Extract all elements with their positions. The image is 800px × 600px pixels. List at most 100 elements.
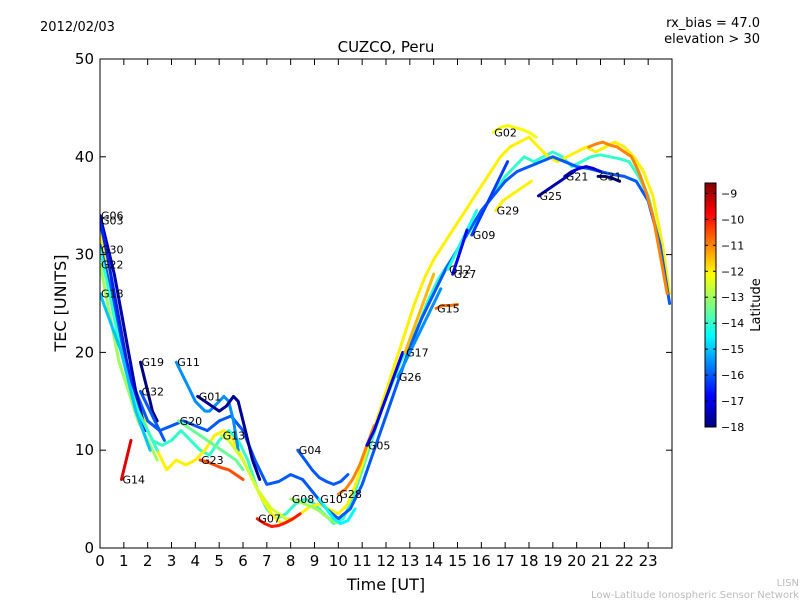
sat-label-g17: G17 [406, 346, 429, 359]
footer-network: Low-Latitude Ionospheric Sensor Network [591, 590, 799, 600]
tec-envelope-trace-3 [100, 155, 672, 521]
sat-label-g30: G30 [101, 244, 124, 257]
y-tick-label-5: 50 [75, 50, 94, 68]
sat-label-g04: G04 [299, 444, 322, 457]
x-tick-label-15: 15 [448, 552, 467, 570]
sat-label-g26: G26 [399, 371, 422, 384]
tec-trace-g06 [100, 214, 145, 423]
tec-trace-g10 [317, 497, 357, 525]
tec-trace-g31 [596, 174, 622, 183]
sat-label-g23: G23 [201, 454, 224, 467]
tec-trace-g32 [139, 390, 166, 442]
y-tick-label-4: 40 [75, 148, 94, 166]
tec-trace-g26 [396, 287, 443, 379]
date-label: 2012/02/03 [40, 20, 115, 35]
x-tick-label-16: 16 [472, 552, 491, 570]
x-tick-label-13: 13 [400, 552, 419, 570]
sat-label-g12: G12 [449, 263, 472, 276]
plot-frame [99, 58, 673, 549]
x-tick-label-10: 10 [329, 552, 348, 570]
colorbar-ticks: −9 −10 −11 −12 −13 −14 −15 −16 −17 −18 [705, 187, 744, 434]
colorbar-tick-label-5: −14 [721, 317, 744, 330]
x-tick-label-21: 21 [591, 552, 610, 570]
sat-label-g19: G19 [142, 356, 165, 369]
sat-label-g31: G31 [599, 170, 622, 183]
rx-bias-label: rx_bias = 47.0 [666, 16, 760, 31]
x-tick-label-14: 14 [424, 552, 443, 570]
elevation-label: elevation > 30 [664, 32, 760, 47]
tec-trace-g21 [563, 165, 602, 178]
tec-trace-g02 [491, 124, 538, 139]
x-tick-label-23: 23 [639, 552, 658, 570]
tec-trace-g04 [296, 448, 350, 486]
sat-label-g20: G20 [180, 415, 203, 428]
y-axis-label: TEC [UNITS] [51, 255, 70, 353]
tec-envelope-trace-2 [100, 135, 672, 525]
sat-label-g06: G06 [101, 210, 124, 223]
sat-label-g11: G11 [177, 356, 200, 369]
x-axis-label: Time [UT] [346, 575, 425, 594]
sat-label-g10: G10 [320, 493, 343, 506]
tec-trace-g19 [139, 360, 159, 423]
y-tick-label-0: 0 [84, 539, 94, 557]
colorbar-tick-label-3: −12 [721, 265, 744, 278]
sat-label-g27: G27 [454, 268, 477, 281]
colorbar-tick-label-6: −15 [721, 343, 744, 356]
x-tick-label-22: 22 [615, 552, 634, 570]
x-tick-label-2: 2 [143, 552, 153, 570]
y-tick-label-1: 10 [75, 441, 94, 459]
tec-trace-g13 [220, 434, 295, 521]
tec-trace-g05 [365, 350, 405, 447]
sat-label-g29: G29 [497, 205, 520, 218]
sat-label-g02: G02 [494, 126, 517, 139]
sat-label-g21: G21 [566, 170, 589, 183]
tec-trace-g08 [289, 497, 343, 525]
sat-label-g03: G03 [101, 214, 124, 227]
tec-trace-g09 [470, 160, 510, 237]
x-tick-label-20: 20 [567, 552, 586, 570]
colorbar-tick-label-8: −17 [721, 395, 744, 408]
tec-trace-g11 [174, 360, 240, 452]
tec-trace-g23 [198, 458, 245, 481]
x-tick-label-19: 19 [543, 552, 562, 570]
colorbar-tick-label-2: −11 [721, 239, 744, 252]
x-tick-label-4: 4 [191, 552, 201, 570]
sat-label-g09: G09 [473, 229, 496, 242]
x-tick-label-12: 12 [376, 552, 395, 570]
sat-label-g05: G05 [368, 439, 391, 452]
x-tick-label-3: 3 [167, 552, 177, 570]
tec-trace-g07 [255, 512, 302, 528]
tec-trace-g17 [403, 272, 436, 354]
x-tick-label-9: 9 [310, 552, 320, 570]
sat-label-g07: G07 [258, 513, 281, 526]
sat-label-g18: G18 [101, 288, 124, 301]
sat-label-g28: G28 [339, 488, 362, 501]
x-tick-label-1: 1 [119, 552, 129, 570]
tec-envelope-trace-4 [587, 140, 669, 296]
axes-layer: 0 1 2 3 4 5 6 7 8 9 10 11 12 13 14 15 16 17 18 19 20 21 22 2301… [75, 50, 672, 570]
tec-trace-g18 [100, 292, 152, 452]
tec-trace-g27 [451, 228, 469, 276]
tec-trace-g29 [494, 179, 533, 213]
tec-trace-g14 [120, 438, 133, 481]
sat-label-g15: G15 [437, 302, 460, 315]
sat-label-g22: G22 [101, 258, 124, 271]
colorbar-tick-label-4: −13 [721, 291, 744, 304]
x-tick-label-11: 11 [353, 552, 372, 570]
colorbar-label: Latitude [749, 278, 764, 332]
sat-label-g01: G01 [199, 390, 222, 403]
data-layer [100, 124, 672, 528]
x-tick-label-0: 0 [95, 552, 105, 570]
sat-label-g32: G32 [142, 386, 165, 399]
colorbar [704, 182, 717, 428]
x-tick-label-6: 6 [238, 552, 248, 570]
colorbar-tick-label-0: −9 [721, 187, 737, 200]
chart-title: CUZCO, Peru [338, 38, 435, 56]
tec-trace-g20 [177, 419, 245, 472]
footer-lisn: LISN [777, 578, 799, 589]
tec-trace-g01 [196, 394, 262, 481]
x-tick-label-18: 18 [519, 552, 538, 570]
sat-label-g25: G25 [540, 190, 563, 203]
